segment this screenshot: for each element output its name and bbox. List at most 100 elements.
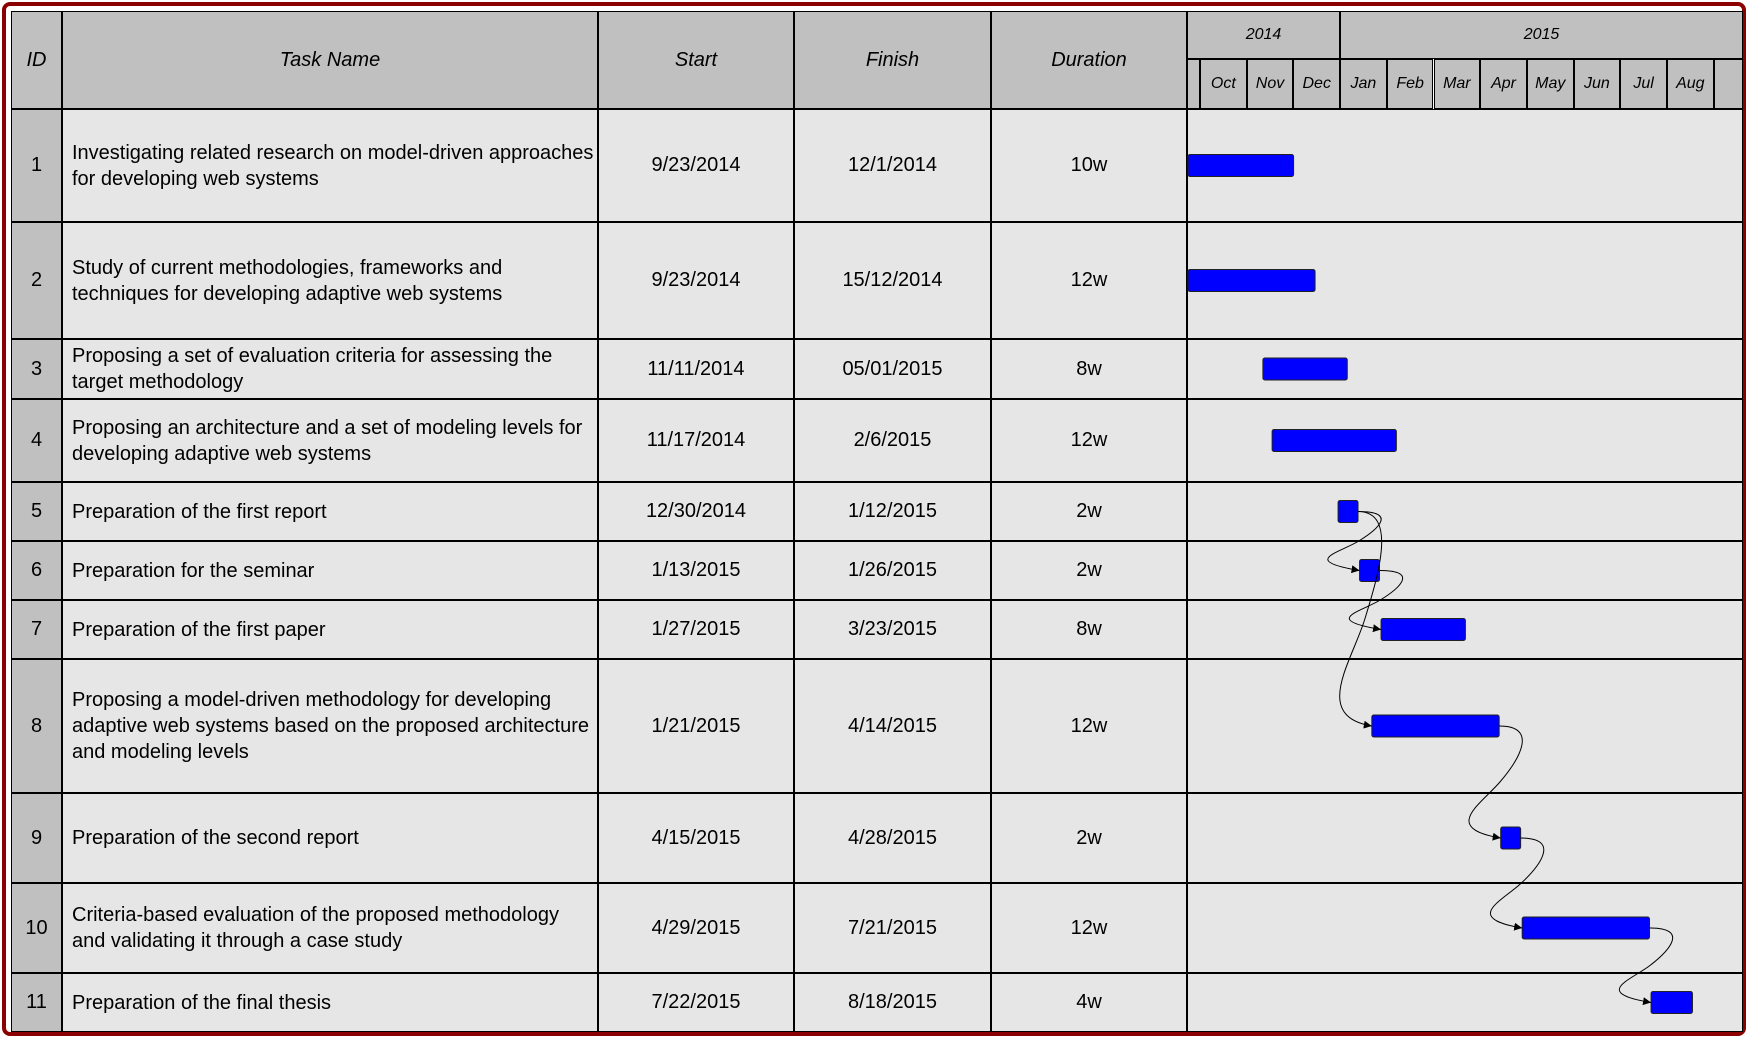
month-stub-end xyxy=(1713,59,1743,109)
task-finish: 8/18/2015 xyxy=(794,973,991,1032)
header-finish: Finish xyxy=(794,11,991,109)
year-2014-text: 2014 xyxy=(1245,26,1282,43)
task-name-text: Study of current methodologies, framewor… xyxy=(72,256,503,305)
task-start: 12/30/2014 xyxy=(598,482,794,541)
month-oct-text: Oct xyxy=(1210,75,1236,92)
task-duration-text: 10w xyxy=(1070,154,1108,176)
task-duration-text: 2w xyxy=(1076,826,1102,849)
task-start-text: 4/15/2015 xyxy=(651,826,741,849)
task-bar-8 xyxy=(1371,714,1500,738)
task-start-text: 11/11/2014 xyxy=(647,357,745,380)
task-name-text: Criteria-based evaluation of the propose… xyxy=(72,904,559,952)
month-nov-text: Nov xyxy=(1255,75,1285,92)
task-name-text: Preparation of the first paper xyxy=(72,618,326,641)
task-finish: 15/12/2014 xyxy=(794,222,991,339)
task-start-text: 1/13/2015 xyxy=(651,559,741,581)
task-finish-text: 15/12/2014 xyxy=(842,269,943,291)
task-name-text: Preparation of the final thesis xyxy=(72,991,332,1014)
task-id-text: 2 xyxy=(30,269,43,291)
header-task-text: Task Name xyxy=(279,48,381,71)
month-dec-text: Dec xyxy=(1302,75,1331,92)
task-start: 11/11/2014 xyxy=(598,339,794,399)
task-name-text: Proposing a model-driven methodology for… xyxy=(72,689,589,763)
task-start: 4/15/2015 xyxy=(598,793,794,883)
task-duration: 8w xyxy=(991,339,1187,399)
task-bar-9 xyxy=(1500,826,1522,850)
task-bar-7 xyxy=(1380,618,1466,641)
month-apr-text: Apr xyxy=(1491,75,1516,92)
month-aug-text: Aug xyxy=(1676,75,1705,92)
month-apr: Apr xyxy=(1480,59,1527,109)
month-aug: Aug xyxy=(1667,59,1714,109)
month-mar-text: Mar xyxy=(1443,75,1471,92)
task-duration-text: 2w xyxy=(1076,500,1102,522)
task-start: 7/22/2015 xyxy=(598,973,794,1032)
month-may: May xyxy=(1526,59,1574,109)
task-finish-text: 4/14/2015 xyxy=(848,714,937,737)
task-finish: 2/6/2015 xyxy=(794,399,991,482)
task-start-text: 11/17/2014 xyxy=(646,429,746,451)
task-duration-text: 8w xyxy=(1076,618,1102,640)
task-duration-text: 8w xyxy=(1076,357,1102,380)
task-bar-3 xyxy=(1262,357,1348,381)
task-finish-text: 12/1/2014 xyxy=(848,154,937,176)
task-name: Study of current methodologies, framewor… xyxy=(62,222,598,339)
task-finish-text: 1/12/2015 xyxy=(848,500,937,522)
timeline-row xyxy=(1187,793,1743,883)
task-duration: 12w xyxy=(991,659,1187,793)
task-duration: 2w xyxy=(991,482,1187,541)
task-finish: 12/1/2014 xyxy=(794,109,991,222)
task-finish: 4/28/2015 xyxy=(794,793,991,883)
task-duration-text: 12w xyxy=(1070,916,1108,939)
task-start: 1/13/2015 xyxy=(598,541,794,600)
timeline-row xyxy=(1187,541,1743,600)
task-name-text: Preparation for the seminar xyxy=(72,559,315,582)
task-id: 4 xyxy=(11,399,62,482)
task-finish-text: 05/01/2015 xyxy=(842,357,943,380)
task-id-text: 10 xyxy=(25,916,48,939)
header-id: ID xyxy=(11,11,62,109)
task-id: 7 xyxy=(11,600,62,659)
task-duration: 12w xyxy=(991,222,1187,339)
task-duration: 12w xyxy=(991,883,1187,973)
task-start-text: 1/21/2015 xyxy=(651,714,741,737)
task-bar-10 xyxy=(1521,916,1651,940)
header-id-text: ID xyxy=(26,48,47,71)
task-duration: 8w xyxy=(991,600,1187,659)
task-start: 11/17/2014 xyxy=(598,399,794,482)
month-jun-text: Jun xyxy=(1584,75,1610,92)
task-bar-4 xyxy=(1271,429,1397,452)
header-duration-text: Duration xyxy=(1051,48,1127,71)
task-id: 6 xyxy=(11,541,62,600)
task-duration-text: 12w xyxy=(1070,429,1108,451)
task-id: 2 xyxy=(11,222,62,339)
task-name: Criteria-based evaluation of the propose… xyxy=(62,883,598,973)
month-nov: Nov xyxy=(1246,59,1294,109)
month-jul: Jul xyxy=(1620,59,1667,109)
task-duration-text: 2w xyxy=(1076,559,1102,581)
task-name-text: Preparation of the second report xyxy=(72,827,359,849)
task-start: 4/29/2015 xyxy=(598,883,794,973)
task-id: 9 xyxy=(11,793,62,883)
task-name: Preparation of the final thesis xyxy=(62,973,598,1032)
year-2015-text: 2015 xyxy=(1523,26,1560,43)
month-jun: Jun xyxy=(1573,59,1621,109)
task-finish: 7/21/2015 xyxy=(794,883,991,973)
dependency-arrow-9-10 xyxy=(1490,837,1545,931)
month-may-text: May xyxy=(1535,75,1566,92)
dependency-arrow-5-6 xyxy=(1327,511,1382,574)
task-finish-text: 2/6/2015 xyxy=(853,429,932,451)
task-finish-text: 4/28/2015 xyxy=(848,826,937,849)
task-duration-text: 12w xyxy=(1070,269,1108,291)
task-start: 1/21/2015 xyxy=(598,659,794,793)
month-dec: Dec xyxy=(1293,59,1341,109)
month-jan: Jan xyxy=(1340,59,1387,109)
month-mar: Mar xyxy=(1433,59,1481,109)
task-duration: 4w xyxy=(991,973,1187,1032)
task-start: 1/27/2015 xyxy=(598,600,794,659)
task-id: 8 xyxy=(11,659,62,793)
task-duration: 2w xyxy=(991,793,1187,883)
task-name-text: Proposing an architecture and a set of m… xyxy=(72,416,583,465)
task-start: 9/23/2014 xyxy=(598,109,794,222)
